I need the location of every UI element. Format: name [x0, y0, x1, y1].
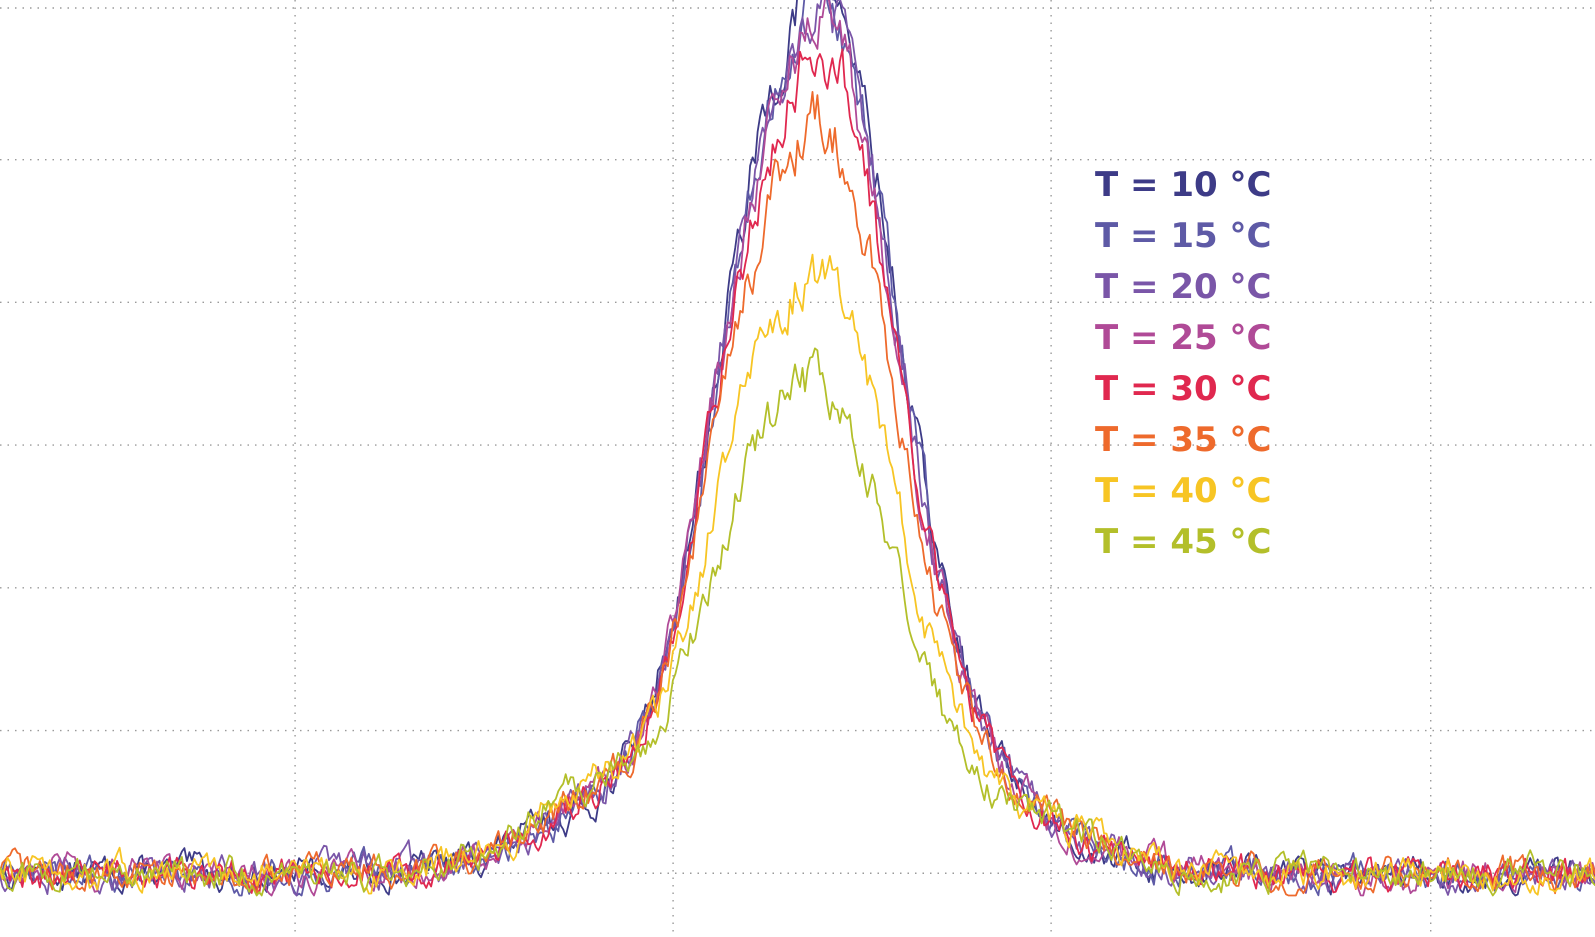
series-line-1 [0, 0, 1595, 897]
legend-entry-8: T = 45 °C [1095, 522, 1271, 562]
legend-entry-3: T = 20 °C [1095, 267, 1271, 307]
series-line-8 [0, 347, 1595, 897]
series-line-3 [0, 0, 1595, 897]
legend-entry-2: T = 15 °C [1095, 216, 1271, 256]
legend-entry-7: T = 40 °C [1095, 471, 1271, 511]
legend-entry-1: T = 10 °C [1095, 165, 1271, 205]
legend: T = 10 °C T = 15 °C T = 20 °C T = 25 °C T = … [1095, 165, 1271, 562]
legend-entry-4: T = 25 °C [1095, 318, 1271, 358]
legend-entry-6: T = 35 °C [1095, 420, 1271, 460]
legend-entry-5: T = 30 °C [1095, 369, 1271, 409]
series-line-4 [0, 0, 1595, 897]
series-traces [0, 0, 1595, 897]
series-line-2 [0, 0, 1595, 897]
series-line-6 [0, 91, 1595, 897]
series-line-7 [0, 253, 1595, 896]
series-line-5 [0, 48, 1595, 895]
